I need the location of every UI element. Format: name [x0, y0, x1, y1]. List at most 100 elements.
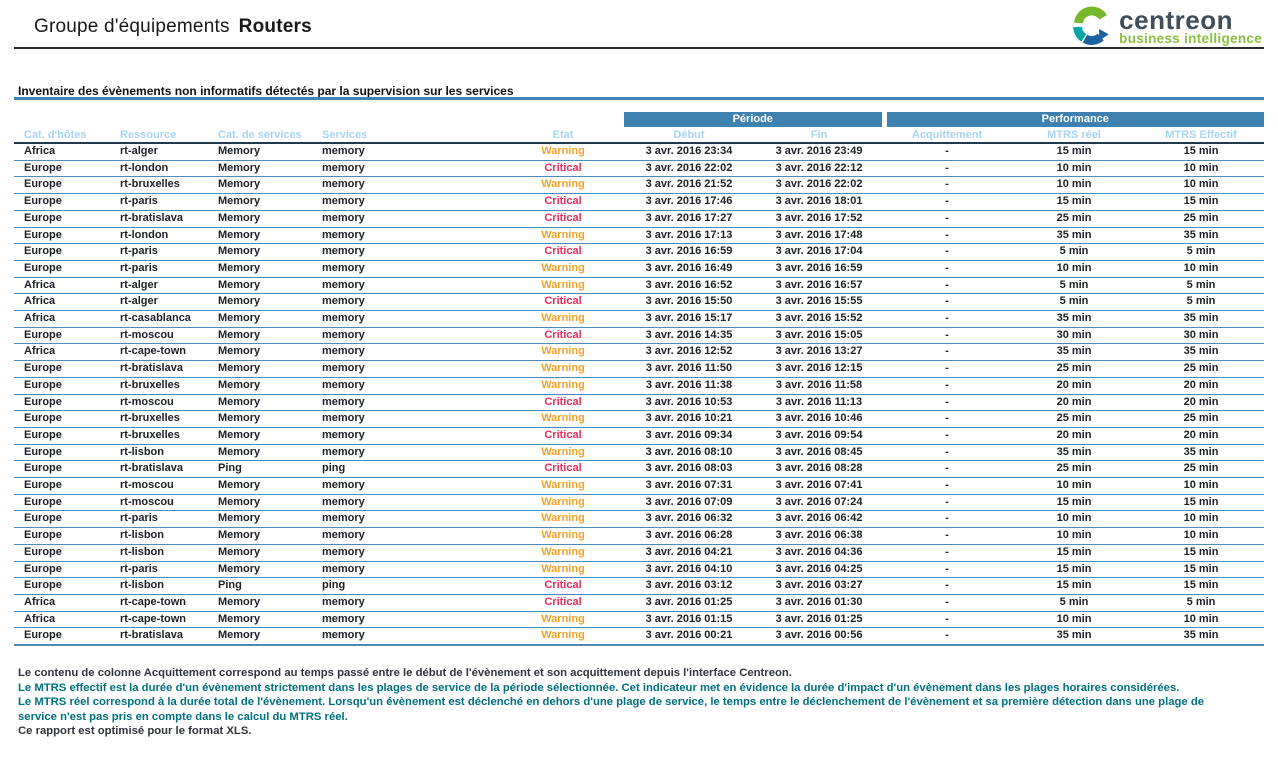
cell-cat-hotes: Europe [14, 193, 112, 211]
centreon-tagline: business intelligence [1119, 31, 1262, 46]
cell-acquittement: - [884, 627, 1011, 647]
cell-ressource: rt-moscou [112, 477, 210, 495]
cell-mtrs-effectif: 15 min [1138, 193, 1265, 211]
cell-mtrs-effectif: 30 min [1138, 327, 1265, 345]
cell-cat-hotes: Europe [14, 377, 112, 395]
table-row: Africa rt-alger Memory memory Warning 3 … [14, 143, 1265, 161]
cell-cat-hotes: Europe [14, 510, 112, 529]
table-row: Europe rt-bratislava Memory memory Warni… [14, 360, 1265, 378]
cell-etat: Warning [502, 444, 624, 462]
cell-etat: Critical [502, 243, 624, 261]
cell-debut: 3 avr. 2016 00:21 [624, 627, 754, 647]
col-header-ressource: Ressource [112, 127, 210, 144]
cell-fin: 3 avr. 2016 01:25 [754, 611, 885, 629]
cell-services: memory [316, 260, 502, 278]
cell-mtrs-reel: 15 min [1010, 544, 1139, 562]
cell-cat-hotes: Africa [14, 310, 112, 328]
cell-services: memory [316, 193, 502, 211]
col-header-acquittement: Acquittement [884, 127, 1011, 144]
cell-ressource: rt-cape-town [112, 343, 210, 362]
cell-mtrs-effectif: 15 min [1138, 143, 1265, 161]
cell-cat-services: Memory [210, 494, 316, 512]
cell-debut: 3 avr. 2016 10:53 [624, 394, 754, 412]
cell-services: memory [316, 561, 502, 579]
cell-acquittement: - [884, 360, 1011, 378]
cell-cat-services: Memory [210, 143, 316, 161]
cell-acquittement: - [884, 544, 1011, 562]
cell-cat-hotes: Africa [14, 293, 112, 312]
cell-acquittement: - [884, 410, 1011, 428]
cell-mtrs-reel: 5 min [1010, 277, 1139, 295]
cell-debut: 3 avr. 2016 01:25 [624, 594, 754, 612]
cell-fin: 3 avr. 2016 07:41 [754, 477, 885, 495]
cell-fin: 3 avr. 2016 06:38 [754, 527, 885, 545]
cell-mtrs-reel: 10 min [1010, 477, 1139, 495]
cell-fin: 3 avr. 2016 03:27 [754, 577, 885, 595]
cell-cat-hotes: Europe [14, 360, 112, 378]
cell-etat: Critical [502, 460, 624, 479]
cell-mtrs-effectif: 5 min [1138, 293, 1265, 312]
cell-ressource: rt-lisbon [112, 544, 210, 562]
cell-ressource: rt-bratislava [112, 210, 210, 228]
table-row: Europe rt-lisbon Memory memory Warning 3… [14, 544, 1265, 562]
cell-acquittement: - [884, 310, 1011, 328]
cell-mtrs-effectif: 25 min [1138, 360, 1265, 378]
cell-mtrs-effectif: 35 min [1138, 343, 1265, 362]
cell-mtrs-effectif: 15 min [1138, 561, 1265, 579]
cell-etat: Critical [502, 293, 624, 312]
cell-acquittement: - [884, 460, 1011, 479]
cell-ressource: rt-moscou [112, 394, 210, 412]
cell-etat: Warning [502, 561, 624, 579]
cell-mtrs-effectif: 15 min [1138, 494, 1265, 512]
cell-ressource: rt-bratislava [112, 627, 210, 647]
table-row: Europe rt-london Memory memory Critical … [14, 160, 1265, 178]
footnote-line: Le MTRS effectif est la durée d'un évène… [18, 681, 1180, 694]
cell-debut: 3 avr. 2016 04:21 [624, 544, 754, 562]
table-row: Europe rt-paris Memory memory Warning 3 … [14, 260, 1265, 278]
cell-services: memory [316, 377, 502, 395]
footnotes: Le contenu de colonne Acquittement corre… [18, 666, 1268, 739]
cell-cat-services: Memory [210, 510, 316, 529]
cell-services: memory [316, 494, 502, 512]
cell-fin: 3 avr. 2016 10:46 [754, 410, 885, 428]
cell-etat: Warning [502, 544, 624, 562]
cell-mtrs-effectif: 15 min [1138, 544, 1265, 562]
cell-ressource: rt-cape-town [112, 594, 210, 612]
cell-cat-services: Memory [210, 243, 316, 261]
cell-etat: Critical [502, 394, 624, 412]
cell-debut: 3 avr. 2016 16:49 [624, 260, 754, 278]
table-row: Africa rt-alger Memory memory Critical 3… [14, 293, 1265, 312]
cell-fin: 3 avr. 2016 12:15 [754, 360, 885, 378]
col-header-mtrs-reel: MTRS réel [1010, 127, 1139, 144]
cell-cat-services: Memory [210, 176, 316, 195]
cell-etat: Warning [502, 260, 624, 278]
cell-services: ping [316, 577, 502, 595]
footnote-line: Ce rapport est optimisé pour le format X… [18, 725, 252, 738]
cell-debut: 3 avr. 2016 23:34 [624, 143, 754, 161]
cell-services: memory [316, 410, 502, 428]
cell-fin: 3 avr. 2016 04:25 [754, 561, 885, 579]
cell-mtrs-effectif: 35 min [1138, 227, 1265, 245]
col-header-cat-hotes: Cat. d'hôtes [14, 127, 112, 144]
cell-cat-hotes: Africa [14, 143, 112, 161]
cell-etat: Critical [502, 210, 624, 228]
cell-mtrs-reel: 20 min [1010, 394, 1139, 412]
cell-cat-hotes: Europe [14, 427, 112, 445]
cell-cat-services: Memory [210, 210, 316, 228]
cell-etat: Warning [502, 227, 624, 245]
cell-cat-hotes: Europe [14, 210, 112, 228]
cell-etat: Warning [502, 627, 624, 647]
footnote-line: service n'est pas pris en compte dans le… [18, 710, 348, 723]
cell-fin: 3 avr. 2016 08:28 [754, 460, 885, 479]
cell-ressource: rt-cape-town [112, 611, 210, 629]
cell-mtrs-effectif: 10 min [1138, 527, 1265, 545]
cell-etat: Critical [502, 327, 624, 345]
table-row: Africa rt-cape-town Memory memory Warnin… [14, 343, 1265, 362]
cell-acquittement: - [884, 494, 1011, 512]
footnote-line: Le contenu de colonne Acquittement corre… [18, 667, 792, 679]
table-row: Europe rt-bruxelles Memory memory Warnin… [14, 410, 1265, 428]
cell-cat-services: Memory [210, 327, 316, 345]
cell-debut: 3 avr. 2016 08:10 [624, 444, 754, 462]
cell-debut: 3 avr. 2016 07:09 [624, 494, 754, 512]
cell-acquittement: - [884, 394, 1011, 412]
